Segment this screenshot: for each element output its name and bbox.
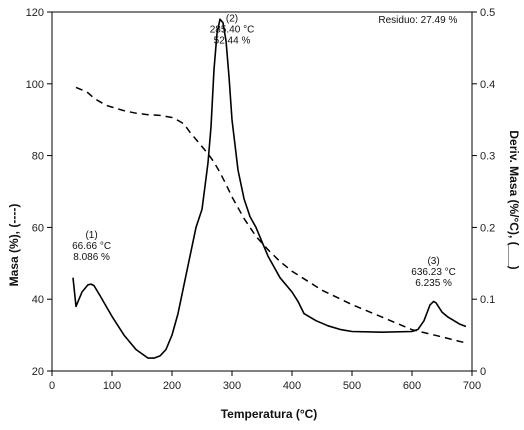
y-right-tick-label: 0.3 [480, 151, 495, 163]
x-tick-label: 100 [103, 380, 121, 392]
tick-group: 0 100 200 300 400 500 600 700 20 40 60 80 100 120 0 0.1… [26, 7, 496, 392]
x-tick-label: 500 [343, 380, 361, 392]
x-tick-label: 300 [223, 380, 241, 392]
x-tick-label: 600 [403, 380, 421, 392]
annotation-label: (3) [427, 256, 439, 267]
y-right-tick-label: 0.4 [480, 79, 495, 91]
x-tick-label: 200 [163, 380, 181, 392]
plot-frame [51, 11, 473, 372]
x-tick-label: 400 [283, 380, 301, 392]
annotation-label: 8.086 % [73, 252, 110, 263]
y-right-tick-label: 0.2 [480, 222, 495, 234]
annotation-label: 285.40 °C [210, 24, 255, 35]
y-right-tick-label: 0 [480, 366, 486, 378]
y-right-axis-title: Deriv. Masa (%/°C), (___) [507, 130, 521, 269]
y-left-tick-label: 80 [32, 151, 44, 163]
y-right-tick-label: 0.5 [480, 7, 495, 19]
x-axis-title: Temperatura (°C) [221, 407, 318, 421]
y-left-tick-label: 120 [26, 7, 44, 19]
annotation-label: (2) [226, 13, 238, 24]
x-tick-label: 0 [49, 380, 55, 392]
y-left-tick-label: 40 [32, 294, 44, 306]
y-left-tick-label: 20 [32, 366, 44, 378]
plot-axes [51, 11, 473, 372]
series-group [72, 18, 467, 359]
annotation-label: 6.235 % [415, 278, 452, 289]
annotation-label: 52.44 % [214, 35, 251, 46]
y-right-tick-label: 0.1 [480, 294, 495, 306]
y-left-tick-label: 100 [26, 79, 44, 91]
x-tick-label: 700 [463, 380, 481, 392]
series-line-mass [75, 86, 467, 344]
annotation-label: 66.66 °C [72, 241, 111, 252]
y-left-axis-title: Masa (%), (----) [7, 204, 21, 287]
annotation-label: Residuo: 27.49 % [378, 15, 457, 26]
annotation-group: (1)66.66 °C8.086 % (2)285.40 °C52.44 % (3)… [72, 13, 457, 289]
y-left-tick-label: 60 [32, 222, 44, 234]
series-line-derivative [72, 18, 467, 359]
annotation-label: 636.23 °C [411, 267, 456, 278]
annotation-label: (1) [85, 230, 97, 241]
